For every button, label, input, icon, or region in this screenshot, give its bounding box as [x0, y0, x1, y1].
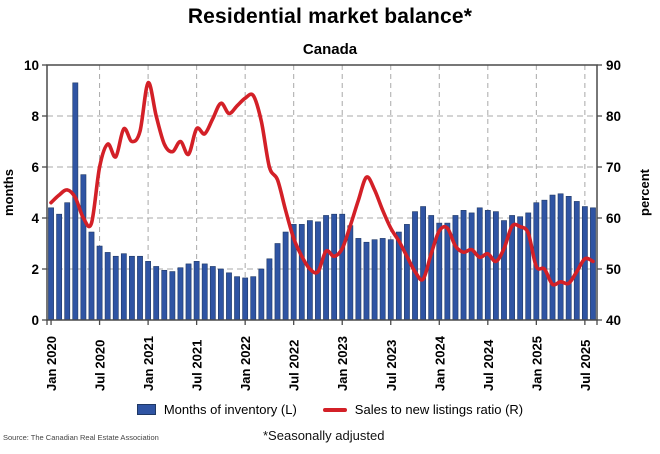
inventory-bar: [218, 268, 224, 321]
inventory-bar: [56, 213, 63, 321]
x-axis-tick-label: Jan 2023: [335, 336, 350, 391]
inventory-bar: [339, 213, 346, 321]
left-axis-title: months: [1, 169, 16, 216]
inventory-bar: [274, 243, 281, 321]
right-axis-tick-label: 70: [606, 160, 621, 175]
footnote-seasonally-adjusted: *Seasonally adjusted: [263, 428, 385, 443]
x-axis-tick-label: Jan 2024: [432, 335, 447, 391]
chart-title: Residential market balance*: [187, 5, 473, 28]
legend-label-inventory: Months of inventory (L): [163, 402, 297, 417]
inventory-bar: [80, 174, 87, 321]
left-axis-tick-label: 10: [24, 58, 39, 73]
chart-subtitle: Canada: [302, 41, 358, 58]
inventory-bar: [379, 238, 386, 321]
x-axis-tick-label: Jul 2025: [578, 340, 593, 391]
inventory-bar: [266, 258, 273, 321]
inventory-bar: [476, 207, 483, 321]
x-axis-tick-label: Jan 2021: [141, 336, 156, 391]
inventory-bar: [201, 263, 208, 321]
inventory-bar: [444, 222, 451, 321]
inventory-bar: [153, 266, 160, 321]
inventory-bar: [88, 231, 95, 321]
source-note: Source: The Canadian Real Estate Associa…: [3, 433, 159, 442]
inventory-bar: [209, 266, 216, 321]
inventory-bar: [161, 269, 168, 321]
inventory-bar: [493, 211, 499, 321]
inventory-bar: [137, 255, 143, 321]
inventory-bar: [371, 239, 378, 321]
inventory-bar: [428, 215, 435, 321]
inventory-bar: [226, 272, 232, 321]
inventory-bar: [404, 224, 410, 321]
inventory-bar: [565, 196, 572, 321]
inventory-bar: [258, 268, 265, 321]
right-axis-tick-label: 50: [606, 262, 621, 277]
inventory-bar: [96, 245, 103, 321]
inventory-bar: [347, 225, 354, 321]
legend-label-snlr: Sales to new listings ratio (R): [354, 402, 524, 417]
x-axis-tick-label: Jul 2024: [481, 339, 496, 391]
inventory-bar: [112, 255, 119, 321]
inventory-bar: [549, 194, 556, 321]
x-axis-tick-label: Jul 2022: [287, 340, 302, 391]
inventory-bar: [242, 277, 249, 321]
x-axis-tick-label: Jan 2025: [529, 336, 544, 391]
inventory-bar: [323, 215, 329, 321]
inventory-bar: [573, 201, 580, 321]
x-axis-tick-label: Jul 2020: [93, 340, 108, 391]
left-axis-tick-label: 2: [31, 262, 39, 277]
inventory-bar: [420, 206, 426, 321]
x-axis-tick-label: Jan 2020: [44, 336, 59, 391]
inventory-bar: [250, 276, 257, 321]
inventory-bar: [104, 252, 111, 321]
left-axis-tick-label: 4: [31, 211, 39, 226]
inventory-bar: [129, 255, 135, 321]
inventory-bar: [468, 212, 475, 321]
inventory-bar: [541, 199, 548, 321]
left-axis-tick-label: 6: [31, 160, 39, 175]
inventory-bar: [145, 261, 151, 321]
x-axis-tick-label: Jul 2021: [190, 340, 205, 391]
right-axis-title: percent: [637, 168, 652, 216]
inventory-bar: [282, 231, 289, 321]
line-series-swatch-icon: [322, 407, 347, 412]
right-axis-tick-label: 40: [606, 313, 621, 328]
legend-item-inventory: Months of inventory (L): [136, 402, 297, 417]
snlr-line: [49, 80, 595, 287]
inventory-bar: [363, 241, 370, 321]
inventory-bar: [557, 193, 564, 321]
inventory-bar: [169, 271, 176, 321]
legend-item-snlr: Sales to new listings ratio (R): [322, 402, 524, 417]
inventory-bar: [460, 210, 467, 321]
right-axis-tick-label: 60: [606, 211, 621, 226]
inventory-bar: [64, 202, 71, 321]
x-axis-tick-label: Jan 2022: [238, 336, 253, 391]
inventory-bar: [331, 213, 338, 321]
left-axis-tick-label: 8: [31, 109, 39, 124]
right-axis-tick-label: 90: [606, 58, 621, 73]
inventory-bar: [452, 215, 459, 321]
inventory-bar: [501, 220, 507, 321]
inventory-bar: [185, 263, 192, 321]
inventory-bar: [484, 210, 491, 321]
inventory-bar: [387, 239, 394, 321]
right-axis-tick-label: 80: [606, 109, 621, 124]
left-axis-tick-label: 0: [31, 313, 39, 328]
inventory-bar: [517, 216, 524, 321]
chart-legend: Months of inventory (L) Sales to new lis…: [0, 402, 660, 417]
inventory-bar: [234, 276, 240, 321]
inventory-bar: [590, 207, 596, 321]
inventory-bar: [120, 253, 127, 321]
inventory-bar: [193, 261, 200, 321]
inventory-bar: [298, 224, 305, 321]
inventory-bar: [177, 267, 184, 321]
inventory-bar: [355, 238, 362, 321]
x-axis-tick-label: Jul 2023: [384, 340, 399, 391]
inventory-bar: [48, 207, 54, 321]
bar-series-swatch-icon: [136, 404, 156, 415]
plot-frame: [46, 64, 598, 321]
